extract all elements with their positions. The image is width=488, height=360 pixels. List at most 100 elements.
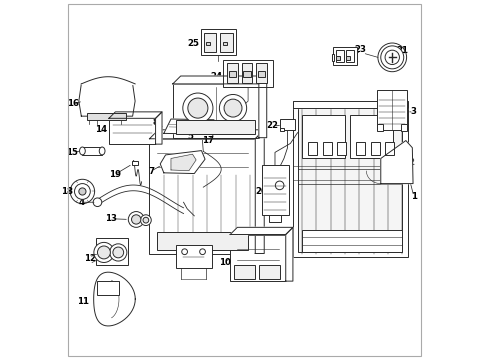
Bar — [376, 124, 382, 131]
Circle shape — [79, 188, 86, 195]
Text: 18: 18 — [61, 187, 73, 196]
Bar — [97, 281, 119, 296]
Bar — [175, 244, 211, 268]
Bar — [376, 90, 406, 130]
Circle shape — [187, 98, 207, 118]
Bar — [345, 50, 353, 62]
Bar — [384, 142, 393, 155]
Text: 5: 5 — [187, 132, 193, 141]
Bar — [332, 54, 333, 61]
Bar — [86, 113, 126, 120]
Bar — [280, 129, 284, 131]
Polygon shape — [172, 76, 266, 84]
Polygon shape — [285, 227, 292, 281]
Circle shape — [384, 50, 399, 64]
Circle shape — [131, 215, 141, 224]
Bar — [370, 142, 379, 155]
Bar — [336, 56, 339, 59]
Bar — [346, 56, 349, 59]
Circle shape — [199, 249, 205, 255]
Bar — [335, 50, 343, 62]
Bar — [149, 139, 255, 253]
Bar — [298, 108, 402, 252]
Text: 17: 17 — [202, 136, 214, 145]
Circle shape — [74, 184, 90, 199]
Bar — [228, 71, 236, 77]
Polygon shape — [155, 112, 162, 144]
Circle shape — [128, 212, 144, 227]
Polygon shape — [258, 76, 266, 138]
Bar — [82, 147, 102, 155]
Circle shape — [142, 217, 148, 223]
Bar — [205, 41, 210, 45]
Polygon shape — [79, 84, 135, 116]
Polygon shape — [292, 101, 407, 108]
Bar — [308, 142, 317, 155]
Bar — [223, 59, 273, 87]
Circle shape — [219, 94, 246, 122]
Bar — [227, 63, 238, 83]
Bar — [280, 119, 294, 130]
Bar — [400, 124, 406, 131]
Bar — [172, 84, 258, 138]
Circle shape — [94, 242, 114, 262]
Text: 6: 6 — [223, 241, 229, 250]
Circle shape — [113, 247, 123, 258]
Ellipse shape — [80, 147, 85, 155]
Polygon shape — [94, 272, 135, 326]
Circle shape — [380, 46, 403, 69]
Text: 14: 14 — [95, 125, 107, 134]
Polygon shape — [171, 154, 196, 171]
Circle shape — [183, 93, 212, 123]
Bar — [301, 116, 344, 158]
Bar — [96, 238, 128, 265]
Circle shape — [70, 179, 94, 204]
Bar — [109, 118, 155, 144]
Text: 8: 8 — [152, 118, 158, 127]
Bar — [156, 232, 247, 250]
Bar — [268, 215, 281, 222]
Text: 21: 21 — [395, 46, 407, 55]
Circle shape — [93, 198, 102, 207]
Circle shape — [224, 99, 242, 117]
Polygon shape — [255, 130, 264, 253]
Bar — [233, 265, 255, 279]
Bar — [243, 71, 250, 77]
Bar — [131, 161, 138, 165]
Text: 16: 16 — [67, 99, 79, 108]
Text: 23: 23 — [353, 45, 365, 54]
Bar — [220, 33, 233, 51]
Polygon shape — [149, 130, 264, 139]
Bar — [258, 265, 280, 279]
Bar — [257, 71, 264, 77]
Bar — [241, 63, 252, 83]
Text: 11: 11 — [77, 297, 89, 306]
Circle shape — [275, 181, 284, 190]
Text: 12: 12 — [83, 254, 95, 263]
Bar — [222, 41, 226, 45]
Text: 7: 7 — [148, 167, 154, 176]
Ellipse shape — [99, 147, 105, 155]
Bar — [255, 63, 266, 83]
Text: 2: 2 — [407, 158, 413, 167]
Circle shape — [109, 244, 126, 261]
Polygon shape — [160, 150, 204, 174]
Bar — [176, 120, 255, 134]
Polygon shape — [109, 112, 162, 118]
Bar — [203, 33, 216, 51]
Circle shape — [140, 215, 151, 226]
Bar — [261, 165, 288, 215]
Circle shape — [97, 246, 110, 259]
Polygon shape — [230, 227, 292, 234]
Bar — [201, 30, 235, 55]
Bar — [230, 234, 285, 281]
Bar — [336, 142, 346, 155]
Text: 3: 3 — [410, 107, 416, 116]
Text: 9: 9 — [186, 249, 193, 258]
Text: 24: 24 — [210, 72, 222, 81]
Bar — [356, 142, 365, 155]
Circle shape — [182, 249, 187, 255]
Polygon shape — [163, 119, 214, 134]
Text: 25: 25 — [187, 39, 199, 48]
Text: 1: 1 — [410, 192, 416, 201]
